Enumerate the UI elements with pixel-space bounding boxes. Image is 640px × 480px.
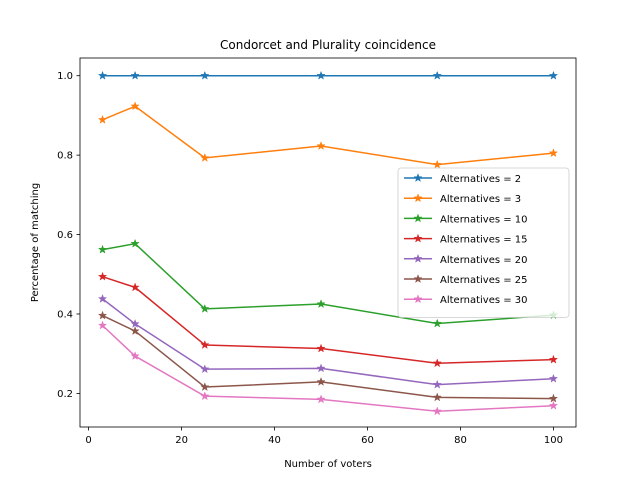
- x-axis-ticks: 0 20 40 60 80 100: [85, 427, 563, 446]
- legend-swatch-marker: [413, 274, 423, 284]
- x-tick-label: 0: [85, 435, 91, 446]
- data-point: [548, 148, 559, 158]
- legend-label: Alternatives = 10: [440, 214, 528, 225]
- y-tick-label: 1.0: [57, 71, 73, 82]
- legend-swatch-marker: [413, 173, 423, 183]
- series-line: [102, 242, 554, 325]
- data-point: [130, 101, 140, 111]
- data-point: [200, 340, 210, 349]
- data-point: [130, 351, 140, 361]
- data-point: [316, 141, 326, 151]
- data-point: [548, 400, 559, 410]
- data-point: [200, 364, 210, 374]
- series-layer: [97, 70, 559, 416]
- data-point: [97, 70, 108, 80]
- data-point: [200, 303, 210, 313]
- data-point: [548, 70, 559, 80]
- data-point: [432, 70, 442, 80]
- legend-item: Alternatives = 3: [404, 193, 521, 205]
- legend-box: [397, 167, 570, 318]
- data-point: [200, 152, 210, 162]
- legend-label: Alternatives = 30: [440, 295, 528, 306]
- series-5: [97, 293, 559, 389]
- x-tick-label: 100: [544, 435, 563, 446]
- legend-label: Alternatives = 3: [440, 194, 521, 205]
- legend-item: Alternatives = 30: [404, 294, 528, 306]
- series-4: [97, 271, 559, 368]
- data-point: [432, 392, 442, 402]
- x-tick-label: 20: [175, 435, 188, 446]
- series-2: [97, 101, 559, 169]
- series-6: [97, 310, 559, 403]
- legend-label: Alternatives = 25: [440, 275, 528, 286]
- data-point: [432, 406, 442, 416]
- legend-swatch-marker: [413, 233, 423, 243]
- data-point: [130, 282, 140, 292]
- legend-swatch-marker: [413, 193, 423, 203]
- y-axis-ticks: 0.2 0.4 0.6 0.8 1.0: [57, 71, 80, 400]
- x-tick-label: 40: [268, 435, 281, 446]
- series-7: [97, 320, 559, 416]
- data-point: [97, 244, 108, 254]
- x-axis-label: Number of voters: [284, 459, 372, 470]
- legend-item: Alternatives = 10: [404, 213, 528, 225]
- series-3: [97, 238, 559, 328]
- data-point: [200, 391, 210, 401]
- series-line: [102, 298, 554, 386]
- x-tick-label: 60: [361, 435, 374, 446]
- chart-title: Condorcet and Plurality coincidence: [220, 38, 436, 52]
- y-tick-label: 0.8: [57, 151, 73, 162]
- x-tick-label: 80: [454, 435, 467, 446]
- legend-item: Alternatives = 2: [404, 173, 521, 185]
- data-point: [97, 114, 108, 124]
- legend-label: Alternatives = 2: [440, 174, 521, 185]
- legend: Alternatives = 2 Alternatives = 3 Alternat…: [397, 167, 570, 318]
- plot-frame: [79, 57, 577, 428]
- data-point: [97, 293, 108, 303]
- series-line: [102, 314, 554, 400]
- data-point: [130, 318, 140, 328]
- data-point: [316, 70, 326, 80]
- legend-item: Alternatives = 25: [404, 274, 528, 286]
- data-point: [548, 373, 559, 383]
- data-point: [432, 358, 442, 368]
- data-point: [200, 382, 210, 392]
- data-point: [130, 238, 140, 248]
- data-point: [548, 354, 559, 364]
- data-point: [97, 271, 108, 281]
- data-point: [432, 318, 442, 328]
- y-tick-label: 0.2: [57, 389, 73, 400]
- legend-item: Alternatives = 15: [404, 233, 528, 246]
- data-point: [97, 310, 108, 320]
- legend-label: Alternatives = 20: [440, 255, 528, 266]
- y-tick-label: 0.4: [57, 309, 73, 320]
- data-point: [200, 70, 210, 80]
- legend-swatch-marker: [413, 213, 423, 223]
- data-point: [130, 70, 140, 80]
- legend-swatch-marker: [413, 253, 423, 263]
- data-point: [548, 393, 559, 403]
- data-point: [316, 343, 326, 353]
- legend-item: Alternatives = 20: [404, 253, 528, 266]
- data-point: [316, 394, 326, 404]
- data-point: [432, 379, 442, 389]
- legend-label: Alternatives = 15: [440, 235, 528, 246]
- y-tick-label: 0.6: [57, 230, 73, 241]
- legend-swatch-marker: [413, 294, 423, 304]
- data-point: [130, 326, 140, 336]
- y-axis-label: Percentage of matching: [30, 183, 41, 302]
- data-point: [316, 363, 326, 373]
- data-point: [316, 299, 326, 309]
- series-line: [102, 105, 554, 166]
- data-point: [97, 320, 108, 330]
- series-1: [97, 70, 559, 80]
- series-line: [102, 324, 554, 413]
- series-line: [102, 275, 554, 364]
- data-point: [316, 376, 326, 386]
- data-point: [432, 159, 442, 169]
